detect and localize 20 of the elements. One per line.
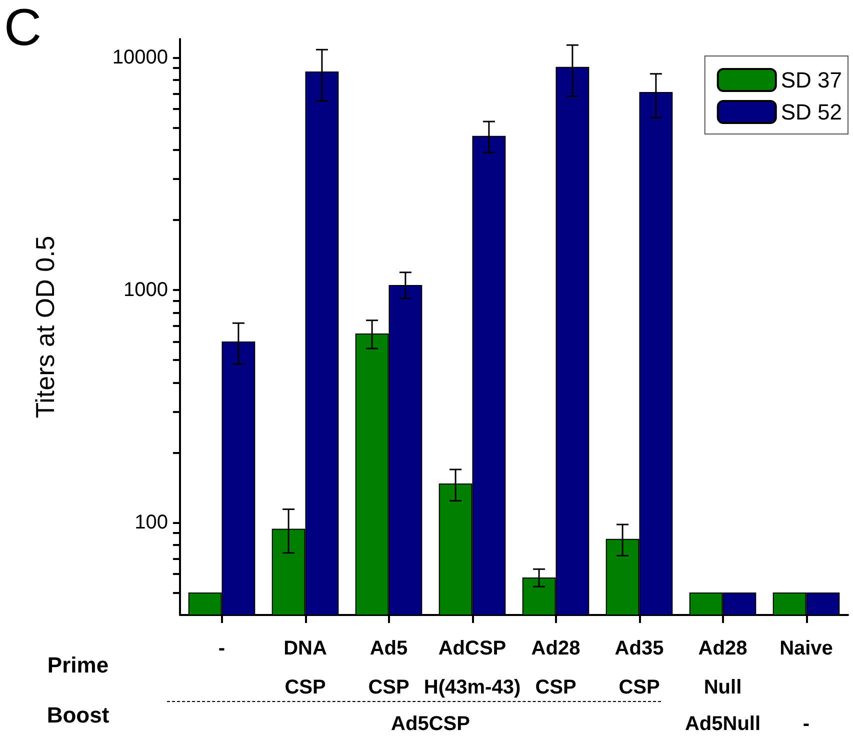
x-tick-label: - [218, 638, 226, 660]
x-tick-label: Ad5 CSP [368, 638, 410, 698]
text: Ad5Null [684, 713, 761, 735]
text: Ad5CSP [391, 713, 470, 735]
text: Prime [47, 652, 109, 678]
x-tick-label: Ad28 CSP [531, 638, 580, 698]
y-axis-title: Titers at OD 0.5 [30, 236, 60, 418]
y-tick-label: 100 [134, 511, 168, 534]
x-tick-label: DNA CSP [284, 638, 327, 698]
y-tick-label: 1000 [124, 278, 168, 301]
legend-label: SD 37 [780, 68, 842, 92]
x-tick-label: Ad28 Null [698, 638, 748, 698]
text: Boost [46, 702, 110, 728]
text: C [4, 0, 42, 57]
x-tick-label: Naive [780, 638, 833, 660]
x-tick-label: Ad35 CSP [614, 638, 664, 698]
y-tick-label: 10000 [112, 46, 168, 68]
text: - [802, 713, 810, 735]
x-tick-label: AdCSP H(43m-43) [424, 638, 521, 698]
legend-label: SD 52 [780, 100, 842, 124]
